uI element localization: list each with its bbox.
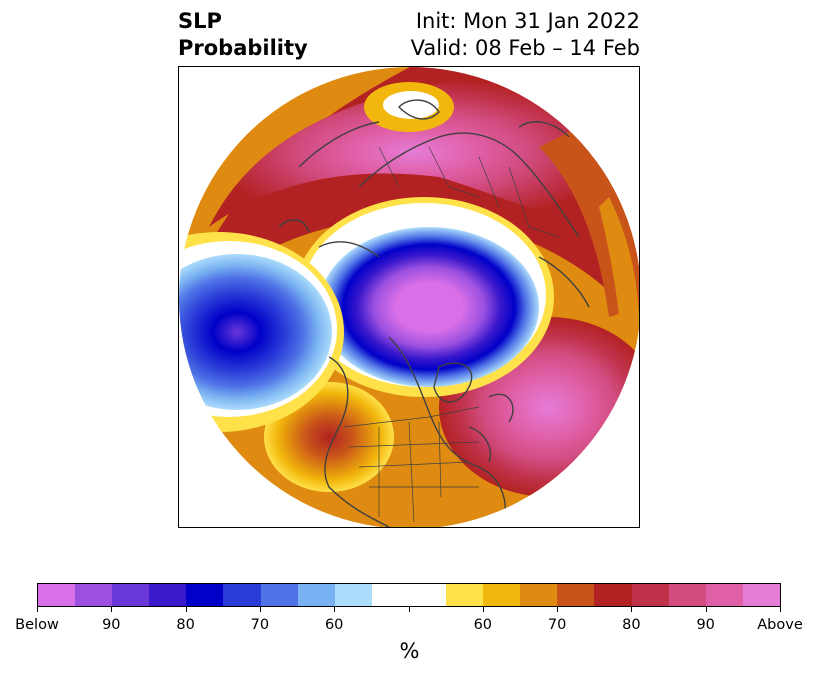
colorbar-swatch — [594, 584, 632, 606]
colorbar-tick-label: Above — [757, 617, 803, 633]
borders — [343, 146, 560, 523]
colorbar-tick-label: 80 — [176, 617, 195, 633]
valid-range: Valid: 08 Feb – 14 Feb — [410, 36, 640, 60]
colorbar-tick — [557, 607, 559, 612]
colorbar-swatch — [446, 584, 484, 606]
colorbar-swatch — [520, 584, 558, 606]
colorbar-swatch — [38, 584, 76, 606]
colorbar-swatch — [631, 584, 669, 606]
colorbar-tick-label: 80 — [622, 617, 641, 633]
colorbar-tick — [408, 607, 410, 612]
colorbar-swatch — [742, 584, 780, 606]
colorbar-tick-label: 90 — [696, 617, 715, 633]
colorbar-tick-label: 60 — [324, 617, 344, 633]
product-label: Probability — [178, 36, 308, 60]
colorbar-tick — [111, 607, 113, 612]
coastlines — [278, 99, 590, 527]
colorbar-unit: % — [399, 639, 420, 663]
colorbar-tick — [482, 607, 484, 612]
colorbar-swatch — [297, 584, 335, 606]
colorbar-tick — [631, 607, 633, 612]
colorbar-swatch — [75, 584, 113, 606]
variable-label: SLP — [178, 9, 222, 33]
colorbar-swatch — [705, 584, 743, 606]
colorbar-swatch — [483, 584, 521, 606]
colorbar-tick-label: 70 — [250, 617, 270, 633]
colorbar-swatch — [186, 584, 224, 606]
colorbar-tick — [334, 607, 336, 612]
colorbar-tick-label: 90 — [102, 617, 121, 633]
colorbar-tick — [780, 607, 781, 612]
colorbar-swatch — [260, 584, 298, 606]
chart-title: SLP Probability — [178, 8, 308, 62]
colorbar-swatch — [223, 584, 261, 606]
colorbar-ticks: Below 90 80 70 60 60 70 80 90 Above — [15, 607, 803, 637]
colorbar-swatch — [334, 584, 372, 606]
colorbar-tick — [705, 607, 707, 612]
colorbar-swatch — [408, 584, 447, 606]
map-canvas — [179, 67, 639, 527]
colorbar-swatch — [371, 584, 409, 606]
forecast-dates: Init: Mon 31 Jan 2022 Valid: 08 Feb – 14… — [411, 8, 640, 62]
colorbar-tick-label: 70 — [547, 617, 567, 633]
colorbar-tick-label: Below — [15, 617, 59, 633]
colorbar-swatch — [149, 584, 187, 606]
colorbar-tick — [185, 607, 187, 612]
colorbar-swatch — [557, 584, 595, 606]
colorbar-swatch — [112, 584, 150, 606]
colorbar — [37, 583, 781, 607]
probability-map — [178, 66, 640, 528]
colorbar-tick-label: 60 — [473, 617, 493, 633]
colorbar-tick — [259, 607, 261, 612]
colorbar-swatch — [668, 584, 706, 606]
colorbar-tick — [37, 607, 38, 612]
init-date: Init: Mon 31 Jan 2022 — [415, 9, 640, 33]
